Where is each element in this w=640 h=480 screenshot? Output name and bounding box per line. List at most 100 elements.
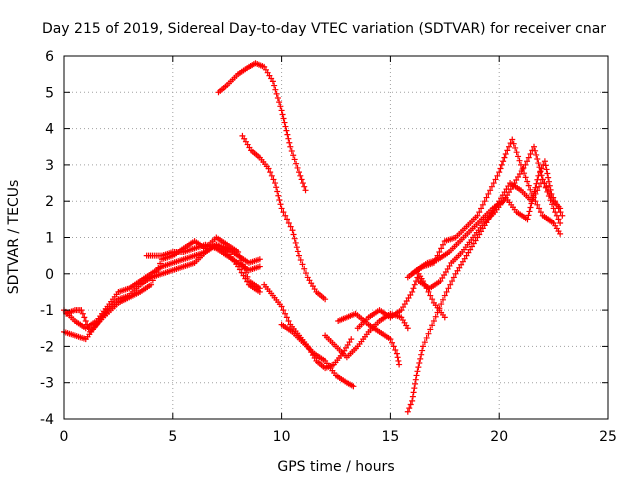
data-point — [290, 231, 297, 238]
data-point — [278, 303, 285, 310]
data-point — [467, 246, 474, 253]
data-point — [525, 212, 532, 219]
data-point — [280, 115, 287, 122]
data-point — [483, 194, 490, 201]
series-track-10 — [335, 310, 403, 368]
data-point — [389, 339, 396, 346]
data-point — [151, 273, 158, 280]
data-point — [437, 278, 444, 285]
data-point — [276, 99, 283, 106]
data-point — [434, 309, 441, 316]
data-point — [297, 257, 304, 264]
data-point — [535, 172, 542, 179]
data-point — [524, 158, 531, 165]
data-point — [293, 160, 300, 167]
data-point — [392, 347, 399, 354]
data-point — [500, 158, 507, 165]
data-point — [511, 180, 518, 187]
data-point — [532, 184, 539, 191]
data-point — [465, 249, 472, 256]
x-tick-label: 5 — [168, 429, 177, 445]
data-point — [275, 192, 282, 199]
data-point — [447, 281, 454, 288]
data-point — [439, 275, 446, 282]
data-point — [521, 170, 528, 177]
data-point — [411, 281, 418, 288]
data-point — [474, 212, 481, 219]
data-point — [510, 140, 517, 147]
data-point — [256, 285, 263, 292]
data-point — [409, 397, 416, 404]
data-point — [283, 127, 290, 134]
data-point — [412, 380, 419, 387]
data-point — [452, 270, 459, 277]
data-point — [274, 95, 281, 102]
data-point — [524, 178, 531, 185]
y-tick-label: -3 — [40, 376, 54, 392]
data-point — [456, 264, 463, 271]
data-point — [538, 165, 545, 172]
data-point — [476, 209, 483, 216]
data-point — [439, 241, 446, 248]
data-point — [267, 169, 274, 176]
data-point — [78, 307, 85, 314]
data-point — [288, 147, 295, 154]
data-point — [302, 187, 309, 194]
data-point — [427, 292, 434, 299]
data-point — [444, 265, 451, 272]
chart-title: Day 215 of 2019, Sidereal Day-to-day VTE… — [42, 21, 606, 37]
data-point — [396, 361, 403, 368]
data-point — [542, 162, 549, 169]
data-point — [537, 209, 544, 216]
data-point — [407, 291, 414, 298]
data-point — [256, 256, 263, 263]
data-point — [256, 263, 263, 270]
data-point — [531, 188, 538, 195]
data-point — [400, 304, 407, 311]
data-point — [552, 198, 559, 205]
data-point — [84, 321, 91, 328]
data-point — [550, 194, 557, 201]
data-point — [404, 325, 411, 332]
series-track-6 — [239, 132, 329, 303]
data-point — [458, 261, 465, 268]
data-point — [296, 252, 303, 259]
data-point — [242, 269, 249, 276]
data-point — [286, 139, 293, 146]
data-point — [432, 256, 439, 263]
data-point — [557, 219, 564, 226]
data-point — [438, 301, 445, 308]
data-point — [410, 285, 417, 292]
data-point — [525, 154, 532, 161]
y-tick-label: -1 — [40, 303, 54, 319]
data-point — [461, 255, 468, 262]
data-point — [553, 212, 560, 219]
data-point — [289, 227, 296, 234]
data-point — [278, 107, 285, 114]
data-point — [420, 343, 427, 350]
data-point — [530, 192, 537, 199]
data-point — [553, 201, 560, 208]
data-point — [421, 339, 428, 346]
data-point — [541, 180, 548, 187]
data-point — [297, 172, 304, 179]
data-point — [441, 292, 448, 299]
y-tick-label: 3 — [45, 158, 54, 174]
data-point — [532, 198, 539, 205]
data-point — [153, 268, 160, 275]
data-point — [559, 212, 566, 219]
data-point — [488, 183, 495, 190]
data-point — [425, 330, 432, 337]
data-point — [550, 205, 557, 212]
data-point — [496, 169, 503, 176]
data-point — [285, 317, 292, 324]
x-tick-label: 15 — [381, 429, 399, 445]
data-point — [478, 205, 485, 212]
data-point — [283, 314, 290, 321]
data-point — [432, 313, 439, 320]
data-point — [459, 258, 466, 265]
data-point — [276, 196, 283, 203]
data-point — [413, 372, 420, 379]
data-point — [546, 182, 553, 189]
